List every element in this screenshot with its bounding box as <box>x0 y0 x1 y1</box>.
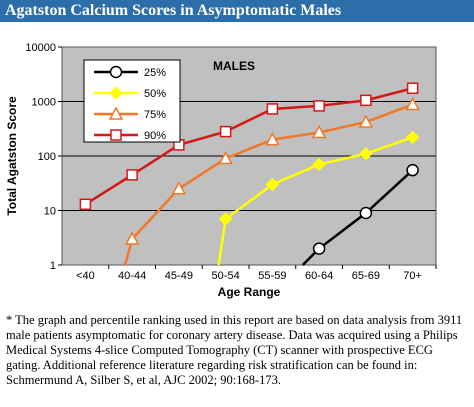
x-tick-label: <40 <box>76 270 95 282</box>
legend-label: 50% <box>144 88 166 100</box>
chart-subtitle: MALES <box>213 59 255 73</box>
data-point <box>79 198 92 211</box>
data-point <box>406 82 419 95</box>
x-tick-label: 60-64 <box>305 270 333 282</box>
data-point <box>313 100 325 112</box>
x-axis-label: Age Range <box>218 285 281 299</box>
data-point <box>359 206 373 220</box>
legend-label: 25% <box>144 67 166 79</box>
x-tick-label: 50-54 <box>212 270 240 282</box>
y-tick-label: 100 <box>38 151 56 163</box>
data-point <box>219 125 232 138</box>
series-layer <box>79 82 420 266</box>
data-point <box>171 181 187 195</box>
x-tick-label: 40-44 <box>118 270 146 282</box>
series-90pct <box>79 82 419 211</box>
data-point <box>360 94 372 107</box>
x-tick-label: 55-59 <box>258 270 286 282</box>
x-axis: <40 40-44 45-49 50-54 55-59 60-64 65-69 70+ <box>76 265 437 282</box>
x-tick-label: 65-69 <box>352 270 380 282</box>
series-75pct <box>123 96 420 266</box>
data-point <box>312 157 326 172</box>
y-axis: 1 10 100 1000 10000 <box>25 42 62 272</box>
x-tick-label: 70+ <box>403 270 422 282</box>
series-lead-in <box>217 218 227 266</box>
legend-label: 90% <box>144 130 166 142</box>
series-25pct <box>301 163 419 266</box>
data-point <box>218 212 233 226</box>
legend-marker <box>108 106 124 120</box>
series-50pct <box>217 130 420 266</box>
data-point <box>359 147 373 161</box>
legend: 25% 50% 75% 90% <box>83 59 181 143</box>
legend-label: 75% <box>144 109 166 121</box>
y-tick-label: 10000 <box>25 42 56 54</box>
legend-marker <box>109 65 123 79</box>
data-point <box>265 132 280 146</box>
data-point <box>406 163 419 177</box>
data-point <box>405 130 420 145</box>
series-line <box>84 87 413 206</box>
data-point <box>358 114 374 128</box>
data-point <box>124 231 140 245</box>
calcium-score-chart: 1 10 100 1000 10000 <40 40-44 45-49 50-54 55-59 6… <box>5 42 437 299</box>
data-point <box>266 103 279 115</box>
data-point <box>265 177 280 192</box>
legend-box <box>83 59 181 143</box>
data-point <box>312 242 326 255</box>
legend-marker <box>110 129 122 141</box>
x-tick-label: 45-49 <box>165 270 193 282</box>
legend-marker <box>109 86 123 100</box>
chart-title-banner: Agatston Calcium Scores in Asymptomatic … <box>0 0 474 22</box>
data-point <box>126 169 138 181</box>
y-tick-label: 10 <box>44 206 56 218</box>
y-tick-label: 1 <box>50 260 56 272</box>
y-axis-label: Total Agatston Score <box>5 96 19 216</box>
footnote-text: * The graph and percentile ranking used … <box>6 313 463 387</box>
data-point <box>311 124 327 139</box>
data-point <box>218 150 233 165</box>
data-point <box>405 96 420 111</box>
y-tick-label: 1000 <box>32 97 56 109</box>
